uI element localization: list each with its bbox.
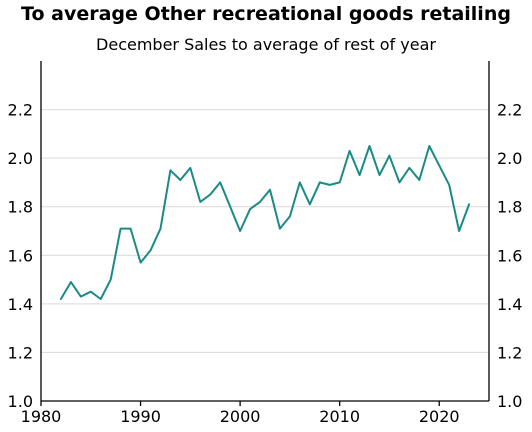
y-tick-label-left: 1.4	[8, 295, 33, 314]
y-tick-label-left: 1.0	[8, 392, 33, 411]
chart-title: To average Other recreational goods reta…	[21, 3, 511, 25]
series-line	[59, 145, 471, 300]
y-tick-label-right: 1.2	[497, 343, 522, 362]
y-tick-label-left: 2.2	[8, 101, 33, 120]
x-tick-label: 2010	[319, 407, 360, 426]
tick-labels: 1.0 1.0 1.2 1.2 1.4 1.4 1.6 1.6 1.8 1.8 2.0 2.0 2.2 2…	[8, 101, 523, 426]
y-tick-label-right: 2.0	[497, 149, 522, 168]
y-tick-label-right: 1.0	[497, 392, 522, 411]
y-tick-label-left: 2.0	[8, 149, 33, 168]
y-tick-label-right: 2.2	[497, 101, 522, 120]
y-tick-label-right: 1.4	[497, 295, 522, 314]
y-tick-label-left: 1.6	[8, 246, 33, 265]
x-tick-label: 1980	[21, 407, 62, 426]
x-tick-label: 2020	[419, 407, 460, 426]
y-tick-label-right: 1.6	[497, 246, 522, 265]
y-tick-label-left: 1.2	[8, 343, 33, 362]
y-tick-label-left: 1.8	[8, 198, 33, 217]
y-tick-label-right: 1.8	[497, 198, 522, 217]
x-tick-label: 2000	[220, 407, 261, 426]
gridlines	[41, 109, 489, 353]
axes	[40, 61, 490, 406]
chart-subtitle: December Sales to average of rest of yea…	[96, 35, 436, 54]
x-tick-label: 1990	[120, 407, 161, 426]
series-layer	[59, 145, 471, 300]
